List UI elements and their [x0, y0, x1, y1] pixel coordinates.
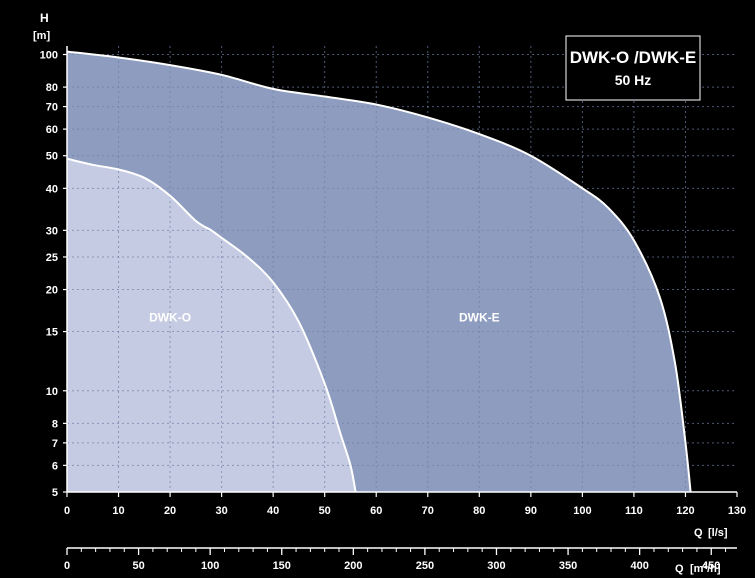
y-tick-label: 8 — [52, 418, 58, 430]
dwk-o-curve — [66, 157, 357, 493]
chart-title: DWK-O /DWK-E — [570, 48, 697, 67]
x-tick-label: 50 — [319, 505, 331, 517]
x2-tick-label: 100 — [201, 560, 219, 572]
grid-lines — [67, 46, 737, 492]
axes: 5 6 7 8 10 15 20 25 30 40 50 60 70 80 100 0 10 20 30 40 50 60… — [40, 46, 746, 572]
y-tick-label: 60 — [46, 124, 58, 136]
x-tick-label: 120 — [676, 505, 694, 517]
x-tick-label: 130 — [728, 505, 746, 517]
area-labels: DWK-O DWK-E — [149, 311, 500, 325]
area-label: DWK-E — [459, 311, 500, 325]
series-outlines — [66, 50, 692, 493]
y-tick-label: 80 — [46, 82, 58, 94]
dwk-o-area — [67, 158, 356, 492]
x2-tick-label: 50 — [132, 560, 144, 572]
y-tick-label: 40 — [46, 183, 58, 195]
y-tick-label: 7 — [52, 438, 58, 450]
x2-tick-label: 450 — [702, 560, 720, 572]
y-tick-label: 10 — [46, 386, 58, 398]
y-tick-label: 15 — [46, 327, 58, 339]
dwk-e-curve — [66, 50, 692, 493]
x2-tick-label: 300 — [487, 560, 505, 572]
x-tick-label: 10 — [112, 505, 124, 517]
x2-tick-label: 400 — [630, 560, 648, 572]
x2-axis-unit: [m³/h] — [690, 563, 721, 575]
y-tick-label: 30 — [46, 225, 58, 237]
x-tick-label: 100 — [573, 505, 591, 517]
y-tick-label: 70 — [46, 102, 58, 114]
x2-tick-label: 250 — [416, 560, 434, 572]
legend-box: DWK-O /DWK-E 50 Hz — [565, 35, 701, 101]
y-axis-label: H — [40, 11, 49, 25]
y-tick-label: 25 — [46, 252, 58, 264]
x-tick-label: 80 — [473, 505, 485, 517]
y-tick-label: 20 — [46, 285, 58, 297]
y-tick-label: 5 — [52, 487, 58, 499]
area-label: DWK-O — [149, 311, 191, 325]
y-tick-label: 100 — [40, 50, 58, 62]
x-tick-label: 40 — [267, 505, 279, 517]
chart-subtitle: 50 Hz — [615, 72, 652, 88]
x-tick-label: 20 — [164, 505, 176, 517]
y-axis-unit: [m] — [33, 30, 50, 42]
x-tick-label: 90 — [525, 505, 537, 517]
x-tick-label: 30 — [215, 505, 227, 517]
x-tick-label: 110 — [625, 505, 643, 517]
plot-areas — [67, 51, 691, 492]
x-tick-label: 70 — [422, 505, 434, 517]
x2-tick-label: 350 — [559, 560, 577, 572]
x2-tick-label: 200 — [344, 560, 362, 572]
x2-tick-label: 150 — [273, 560, 291, 572]
x-axis-unit: [l/s] — [708, 527, 728, 539]
y-tick-label: 6 — [52, 460, 58, 472]
x2-axis-label: Q — [675, 563, 684, 575]
x-axis-label: Q — [694, 527, 703, 539]
y-tick-label: 50 — [46, 151, 58, 163]
x2-tick-label: 0 — [64, 560, 70, 572]
x-tick-label: 60 — [370, 505, 382, 517]
x-tick-label: 0 — [64, 505, 70, 517]
